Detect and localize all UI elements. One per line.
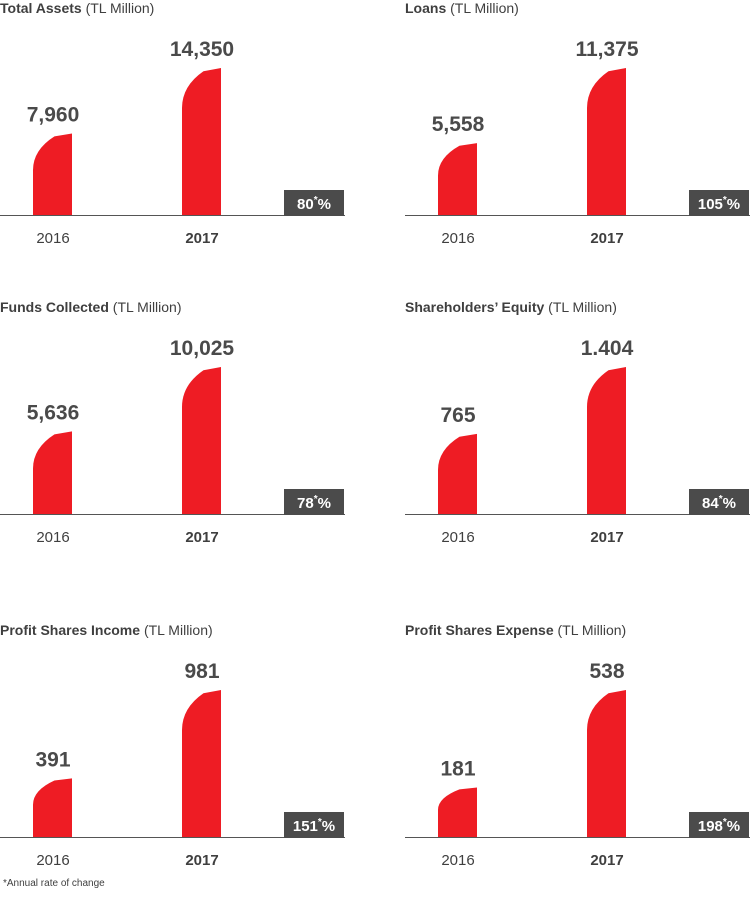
chart-title-unit: (TL Million) <box>112 299 182 315</box>
value-label-2017: 14,350 <box>170 38 234 61</box>
bar-2016 <box>33 431 72 514</box>
chart-panel-profit-shares-income: Profit Shares Income (TL Million) 391 201… <box>0 622 345 872</box>
bar-chart-svg: 765 2016 1.404 2017 84*% <box>405 337 750 546</box>
bar-chart-svg: 5,636 2016 10,025 2017 78*% <box>0 337 345 546</box>
value-label-2017: 11,375 <box>575 38 638 61</box>
chart-title-main: Profit Shares Expense <box>405 622 554 638</box>
chart-title: Total Assets (TL Million) <box>0 0 154 16</box>
chart-title-main: Profit Shares Income <box>0 622 141 638</box>
chart-title: Profit Shares Income (TL Million) <box>0 622 213 638</box>
category-label-2017: 2017 <box>185 852 218 869</box>
bar-2016 <box>438 433 477 514</box>
bar-chart-svg: 181 2016 538 2017 198*% <box>405 660 750 869</box>
bar-2017 <box>182 68 221 215</box>
chart-title-main: Shareholders’ Equity <box>405 299 545 315</box>
chart-title-main: Loans <box>405 0 447 16</box>
chart-title-main: Total Assets <box>0 0 82 16</box>
chart-title-unit: (TL Million) <box>548 299 617 315</box>
change-badge <box>284 489 344 515</box>
chart-title: Profit Shares Expense (TL Million) <box>405 622 626 638</box>
chart-panel-funds-collected: Funds Collected (TL Million) 5,636 2016 10… <box>0 299 345 549</box>
chart-title: Funds Collected (TL Million) <box>0 299 182 315</box>
category-label-2017: 2017 <box>185 529 218 546</box>
value-label-2017: 1.404 <box>581 337 634 360</box>
bar-2016 <box>438 143 477 215</box>
value-label-2016: 391 <box>35 748 70 771</box>
change-badge <box>284 812 344 838</box>
chart-panel-total-assets: Total Assets (TL Million) 7,960 2016 14,35… <box>0 0 345 250</box>
category-label-2017: 2017 <box>590 852 623 869</box>
value-label-2016: 5,636 <box>27 401 80 424</box>
category-label-2016: 2016 <box>36 230 69 247</box>
change-badge-label: 105*% <box>698 195 740 213</box>
value-label-2016: 181 <box>440 758 475 781</box>
change-badge <box>689 812 749 838</box>
change-badge <box>689 190 749 216</box>
change-badge <box>689 489 749 515</box>
category-label-2017: 2017 <box>590 230 623 247</box>
chart-title: Loans (TL Million) <box>405 0 519 16</box>
bar-2016 <box>33 133 72 215</box>
chart-title-unit: (TL Million) <box>143 622 213 638</box>
value-label-2016: 765 <box>440 404 475 427</box>
bar-2017 <box>587 690 626 837</box>
category-label-2016: 2016 <box>441 230 474 247</box>
category-label-2016: 2016 <box>441 529 474 546</box>
bar-chart-svg: 391 2016 981 2017 151*% <box>0 660 345 869</box>
change-badge-label: 198*% <box>698 817 740 835</box>
chart-panel-shareholders-equity: Shareholders’ Equity (TL Million) 765 201… <box>405 299 750 549</box>
chart-title-main: Funds Collected <box>0 299 109 315</box>
category-label-2016: 2016 <box>36 852 69 869</box>
chart-title: Shareholders’ Equity (TL Million) <box>405 299 617 315</box>
bar-2016 <box>438 787 477 837</box>
category-label-2016: 2016 <box>36 529 69 546</box>
category-label-2016: 2016 <box>441 852 474 869</box>
chart-title-unit: (TL Million) <box>450 0 519 16</box>
change-badge-label: 78*% <box>297 494 331 512</box>
category-label-2017: 2017 <box>590 529 623 546</box>
category-label-2017: 2017 <box>185 230 218 247</box>
value-label-2017: 981 <box>184 660 219 683</box>
change-badge-label: 84*% <box>702 494 736 512</box>
chart-panel-loans: Loans (TL Million) 5,558 2016 11,375 2017 10… <box>405 0 750 250</box>
bar-2017 <box>587 68 626 215</box>
bar-chart-svg: 7,960 2016 14,350 2017 80*% <box>0 38 345 247</box>
footnote: *Annual rate of change <box>3 878 105 889</box>
bar-2017 <box>587 367 626 514</box>
chart-title-unit: (TL Million) <box>85 0 155 16</box>
change-badge-label: 151*% <box>293 817 335 835</box>
change-badge <box>284 190 344 216</box>
bar-2016 <box>33 778 72 837</box>
bar-chart-svg: 5,558 2016 11,375 2017 105*% <box>405 38 750 247</box>
value-label-2016: 7,960 <box>27 103 80 126</box>
value-label-2017: 538 <box>589 660 624 683</box>
bar-2017 <box>182 367 221 514</box>
value-label-2016: 5,558 <box>432 113 485 136</box>
chart-panel-profit-shares-expense: Profit Shares Expense (TL Million) 181 20… <box>405 622 750 872</box>
value-label-2017: 10,025 <box>170 337 235 360</box>
change-badge-label: 80*% <box>297 195 331 213</box>
chart-title-unit: (TL Million) <box>557 622 627 638</box>
bar-2017 <box>182 690 221 837</box>
